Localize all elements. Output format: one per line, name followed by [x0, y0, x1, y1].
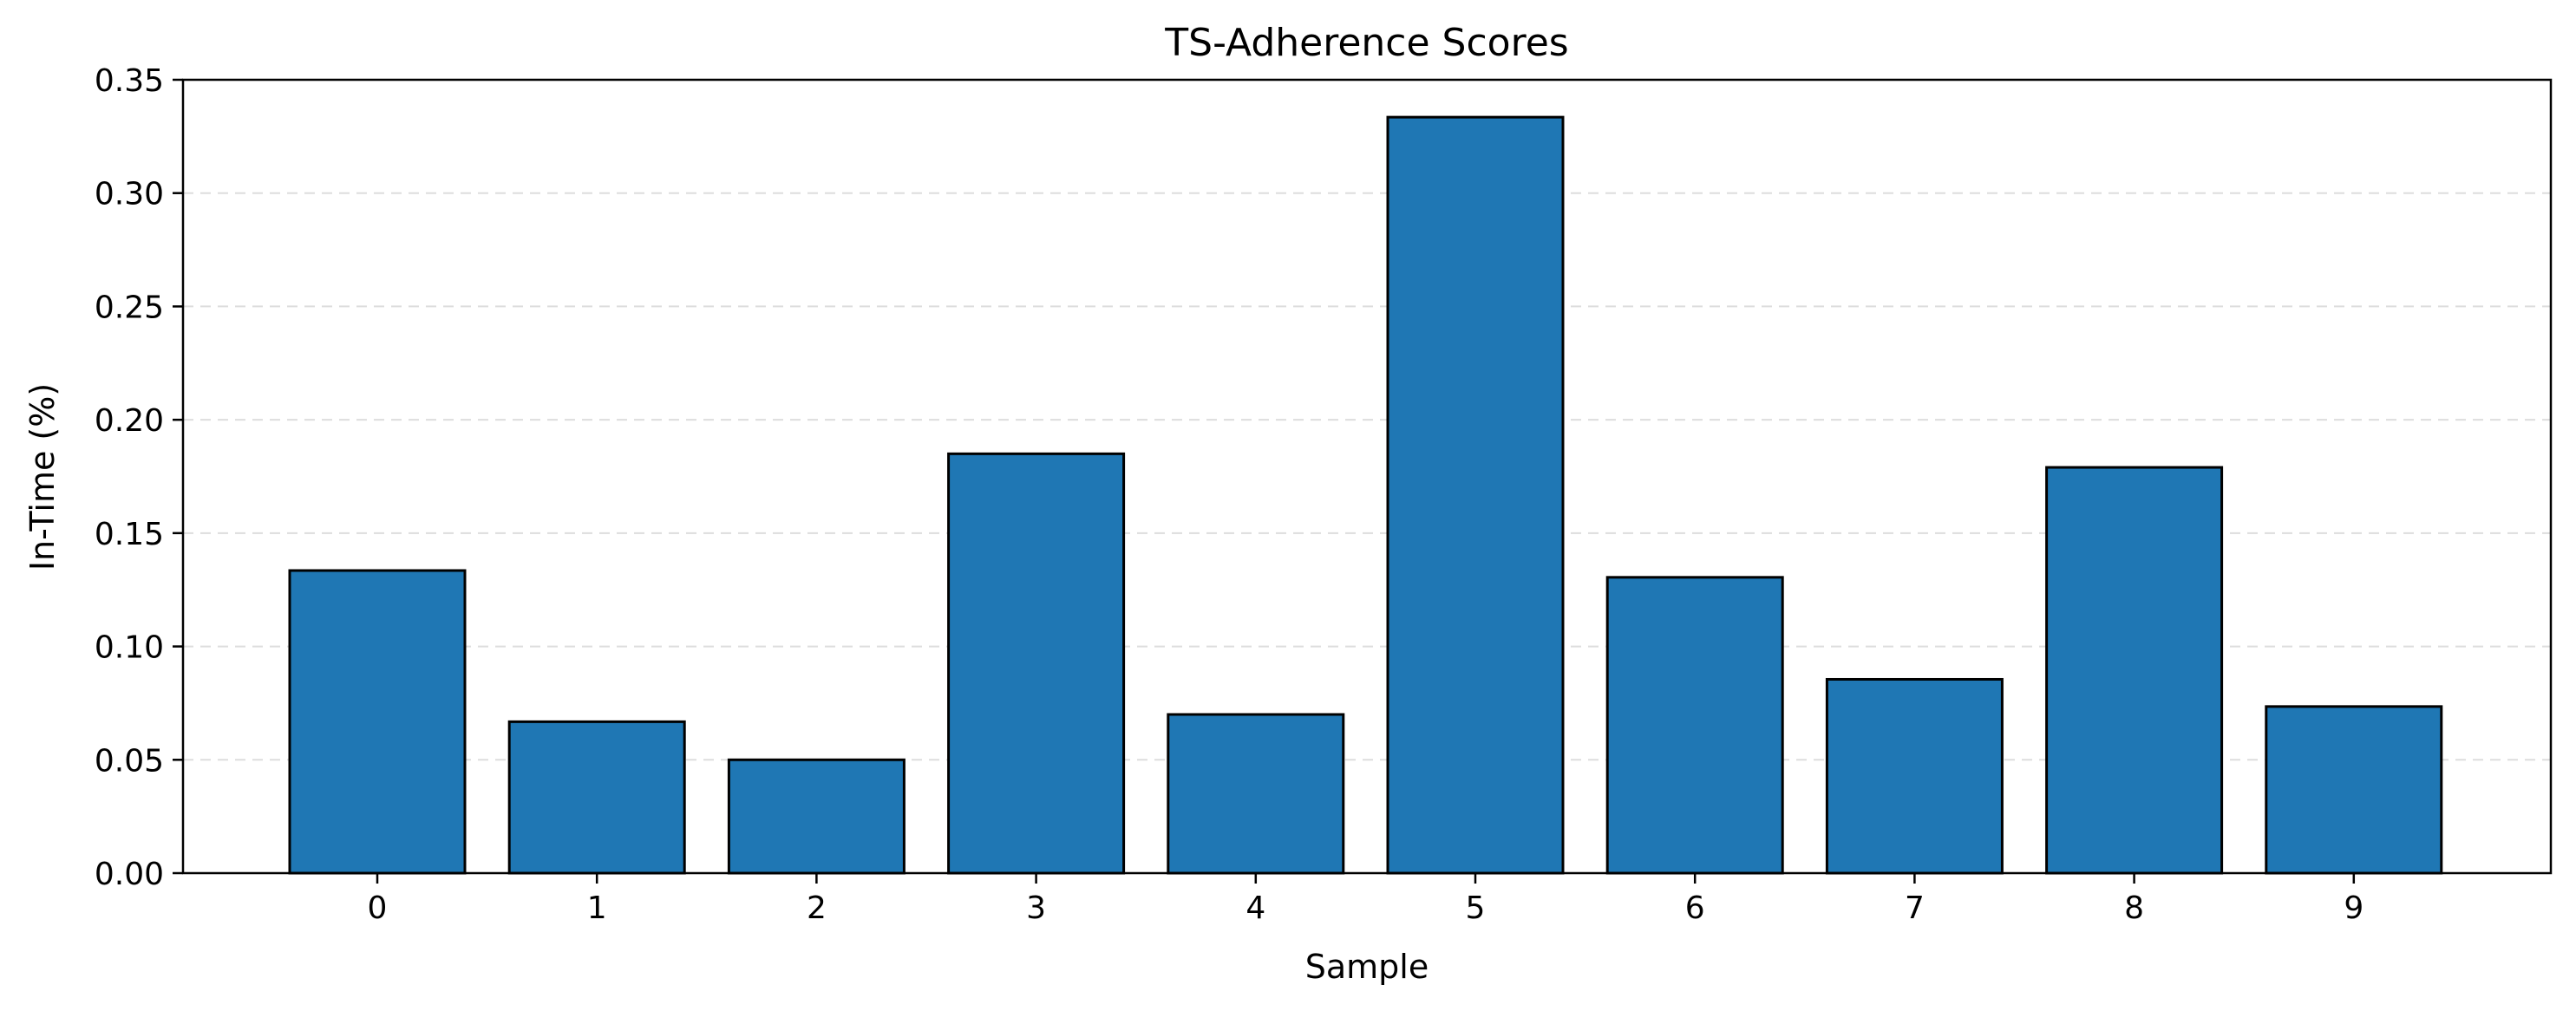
y-tick-label: 0.00 [95, 857, 164, 892]
x-tick-label: 3 [1026, 890, 1046, 926]
y-tick-label: 0.25 [95, 290, 164, 325]
bars-layer [288, 115, 2443, 875]
plot-frame [181, 78, 2553, 875]
chart-title: TS-Adherence Scores [1164, 21, 1568, 65]
y-axis-label: In-Time (%) [23, 383, 62, 571]
x-tick-label: 9 [2344, 890, 2364, 926]
x-tick-label: 8 [2124, 890, 2144, 926]
y-axis-ticks: 0.00 0.05 0.10 0.15 0.20 0.25 0.30 0.35 [95, 63, 183, 892]
x-tick-label: 6 [1685, 890, 1705, 926]
x-tick-label: 4 [1246, 890, 1265, 926]
y-tick-label: 0.35 [95, 63, 164, 99]
grid-layer [183, 192, 2551, 761]
bar-sample-8 [2045, 466, 2224, 875]
bar-sample-4 [1167, 713, 1345, 875]
bar-sample-5 [1386, 115, 1565, 875]
x-tick-label: 2 [807, 890, 827, 926]
bar-sample-3 [947, 452, 1126, 875]
x-tick-label: 5 [1466, 890, 1486, 926]
bar-sample-7 [1825, 677, 2004, 875]
x-axis-label: Sample [1305, 948, 1429, 986]
bar-sample-1 [507, 720, 686, 875]
bar-sample-9 [2265, 705, 2443, 875]
bar-sample-0 [288, 569, 467, 875]
y-tick-label: 0.20 [95, 403, 164, 439]
y-tick-label: 0.30 [95, 177, 164, 212]
y-tick-label: 0.10 [95, 630, 164, 666]
y-tick-label: 0.05 [95, 743, 164, 779]
bar-sample-6 [1605, 576, 1784, 875]
x-tick-label: 0 [368, 890, 388, 926]
x-axis-ticks: 0 1 2 3 4 5 6 7 8 9 [368, 873, 2364, 926]
x-tick-label: 7 [1905, 890, 1925, 926]
bar-sample-2 [727, 758, 906, 875]
y-tick-label: 0.15 [95, 517, 164, 552]
x-tick-label: 1 [587, 890, 607, 926]
